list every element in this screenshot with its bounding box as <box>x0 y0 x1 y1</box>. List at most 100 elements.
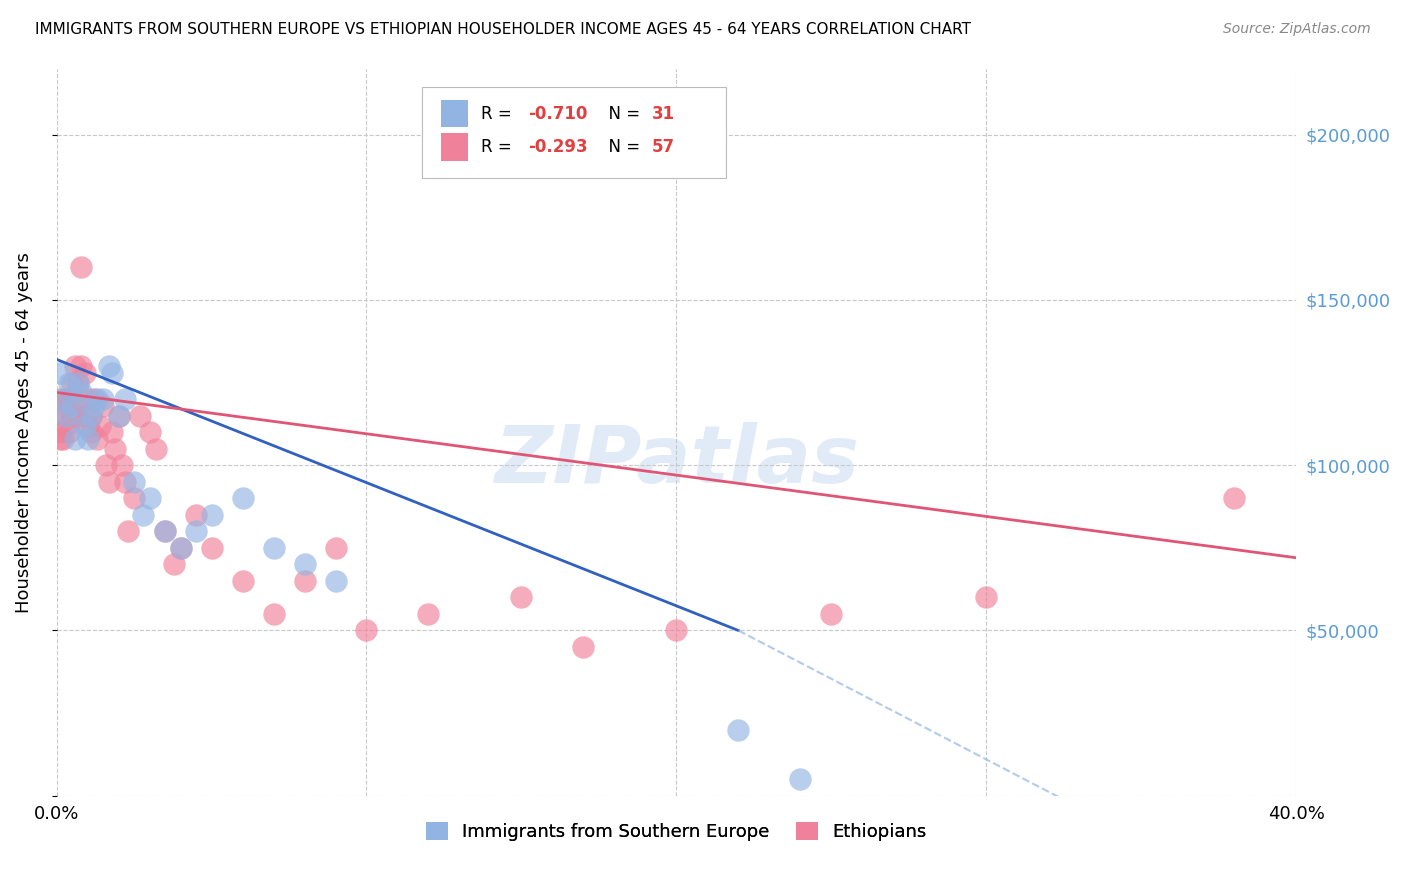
Point <box>80 409 103 423</box>
Point <box>48 425 70 439</box>
Point <box>91 399 114 413</box>
FancyBboxPatch shape <box>422 87 725 178</box>
FancyBboxPatch shape <box>441 100 468 128</box>
Point <box>232 574 254 588</box>
Point <box>325 541 347 555</box>
Point <box>665 624 688 638</box>
Point <box>104 442 127 456</box>
Point <box>89 418 111 433</box>
Point <box>98 359 121 373</box>
Point <box>52 432 75 446</box>
Point <box>101 425 124 439</box>
Point <box>58 376 80 390</box>
Text: -0.710: -0.710 <box>527 104 588 122</box>
Point <box>200 508 222 522</box>
Point <box>86 432 108 446</box>
Point <box>169 541 191 555</box>
Point <box>86 392 108 406</box>
Point <box>169 541 191 555</box>
Point <box>107 409 129 423</box>
Point <box>145 442 167 456</box>
Point <box>73 409 96 423</box>
Point <box>184 508 207 522</box>
Point <box>789 772 811 787</box>
Point <box>96 458 118 473</box>
Point <box>263 607 285 621</box>
Point <box>163 558 186 572</box>
Text: R =: R = <box>481 104 516 122</box>
Text: Source: ZipAtlas.com: Source: ZipAtlas.com <box>1223 22 1371 37</box>
Point <box>70 385 93 400</box>
Text: IMMIGRANTS FROM SOUTHERN EUROPE VS ETHIOPIAN HOUSEHOLDER INCOME AGES 45 - 64 YEA: IMMIGRANTS FROM SOUTHERN EUROPE VS ETHIO… <box>35 22 972 37</box>
Point <box>820 607 842 621</box>
Point <box>122 491 145 506</box>
Point <box>83 399 105 413</box>
Point <box>73 366 96 380</box>
Point <box>356 624 378 638</box>
Point <box>60 409 83 423</box>
Point <box>98 475 121 489</box>
Point <box>83 392 105 406</box>
Point <box>73 418 96 433</box>
Point <box>63 399 86 413</box>
Point <box>58 392 80 406</box>
Point <box>153 524 176 539</box>
Point <box>114 392 136 406</box>
Point <box>101 366 124 380</box>
Point <box>70 260 93 274</box>
Point <box>55 418 77 433</box>
Point <box>263 541 285 555</box>
Point <box>52 409 75 423</box>
Point <box>48 392 70 406</box>
Point <box>76 418 98 433</box>
Point <box>80 409 103 423</box>
Point <box>63 359 86 373</box>
Point <box>974 591 997 605</box>
Point <box>114 475 136 489</box>
Text: N =: N = <box>599 104 645 122</box>
Point <box>67 376 90 390</box>
Point <box>132 508 155 522</box>
Point <box>294 558 316 572</box>
Point <box>138 491 160 506</box>
Text: 57: 57 <box>651 138 675 156</box>
FancyBboxPatch shape <box>441 133 468 161</box>
Y-axis label: Householder Income Ages 45 - 64 years: Householder Income Ages 45 - 64 years <box>15 252 32 613</box>
Point <box>55 392 77 406</box>
Point <box>129 409 152 423</box>
Point <box>58 425 80 439</box>
Point <box>184 524 207 539</box>
Point <box>60 399 83 413</box>
Point <box>1223 491 1246 506</box>
Point <box>122 475 145 489</box>
Point <box>325 574 347 588</box>
Point <box>111 458 134 473</box>
Point <box>510 591 533 605</box>
Text: -0.293: -0.293 <box>527 138 588 156</box>
Point <box>91 392 114 406</box>
Point <box>200 541 222 555</box>
Point <box>727 723 749 737</box>
Point <box>67 376 90 390</box>
Point <box>60 376 83 390</box>
Point <box>418 607 440 621</box>
Text: 31: 31 <box>651 104 675 122</box>
Point <box>153 524 176 539</box>
Point <box>48 366 70 380</box>
Point <box>70 359 93 373</box>
Point <box>48 432 70 446</box>
Point <box>76 392 98 406</box>
Point <box>80 425 103 439</box>
Point <box>117 524 139 539</box>
Point <box>76 432 98 446</box>
Point <box>107 409 129 423</box>
Point <box>55 409 77 423</box>
Point <box>67 409 90 423</box>
Point <box>294 574 316 588</box>
Legend: Immigrants from Southern Europe, Ethiopians: Immigrants from Southern Europe, Ethiopi… <box>419 814 934 848</box>
Point <box>52 392 75 406</box>
Text: R =: R = <box>481 138 516 156</box>
Point <box>63 432 86 446</box>
Text: N =: N = <box>599 138 645 156</box>
Point <box>232 491 254 506</box>
